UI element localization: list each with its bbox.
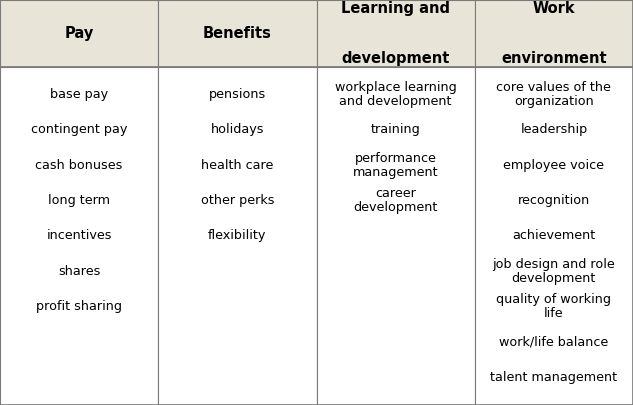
Text: health care: health care (201, 159, 273, 172)
Text: profit sharing: profit sharing (36, 300, 122, 313)
Text: work/life balance: work/life balance (499, 335, 608, 348)
Text: achievement: achievement (512, 229, 596, 243)
Text: performance
management: performance management (353, 152, 439, 179)
Text: holidays: holidays (211, 124, 264, 136)
Bar (316, 67, 475, 405)
Text: Learning and

development: Learning and development (341, 1, 450, 66)
Text: Benefits: Benefits (203, 26, 272, 41)
Text: incentives: incentives (46, 229, 112, 243)
Text: contingent pay: contingent pay (31, 124, 127, 136)
Text: workplace learning
and development: workplace learning and development (335, 81, 456, 108)
Bar (158, 0, 316, 67)
Bar (316, 0, 475, 67)
Text: core values of the
organization: core values of the organization (496, 81, 611, 108)
Bar (475, 0, 633, 67)
Text: career
development: career development (353, 187, 438, 214)
Text: flexibility: flexibility (208, 229, 266, 243)
Bar (0, 67, 158, 405)
Bar (158, 67, 316, 405)
Text: quality of working
life: quality of working life (496, 293, 611, 320)
Bar (475, 67, 633, 405)
Bar (0, 0, 158, 67)
Text: Work

environment: Work environment (501, 1, 606, 66)
Text: employee voice: employee voice (503, 159, 605, 172)
Text: other perks: other perks (201, 194, 274, 207)
Text: pensions: pensions (209, 88, 266, 101)
Text: cash bonuses: cash bonuses (35, 159, 123, 172)
Text: leadership: leadership (520, 124, 587, 136)
Text: shares: shares (58, 265, 100, 278)
Text: Pay: Pay (65, 26, 94, 41)
Text: base pay: base pay (50, 88, 108, 101)
Text: long term: long term (48, 194, 110, 207)
Text: recognition: recognition (518, 194, 590, 207)
Text: job design and role
development: job design and role development (492, 258, 615, 285)
Text: training: training (371, 124, 420, 136)
Text: talent management: talent management (491, 371, 617, 384)
